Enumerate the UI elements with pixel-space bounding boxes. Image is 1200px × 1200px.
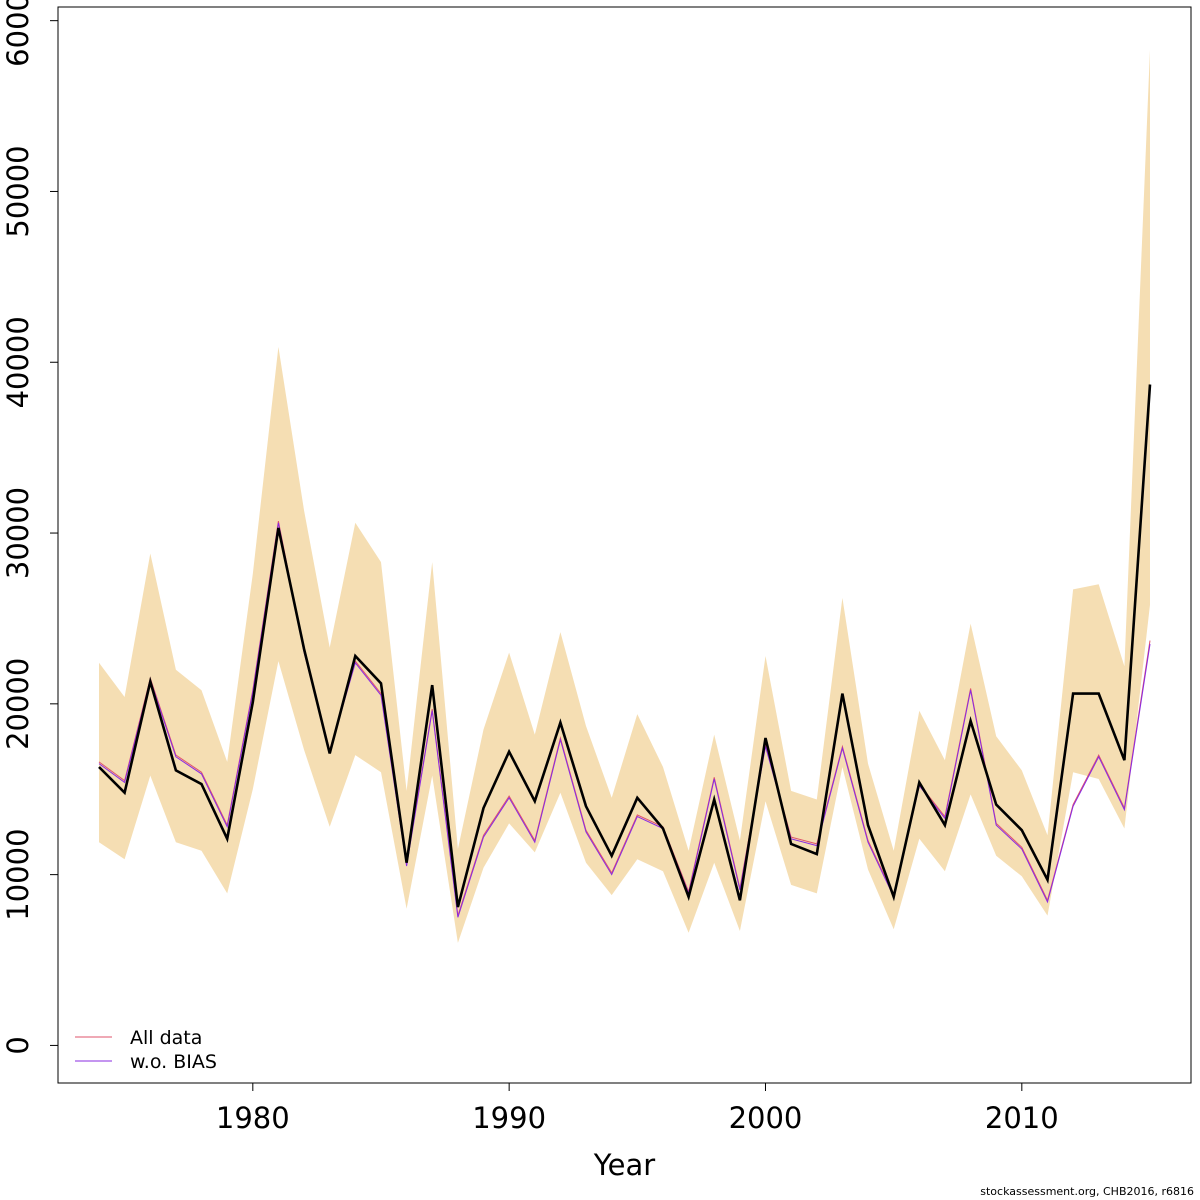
plot-frame [57, 6, 1192, 1084]
y-tick-label: 30000 [1, 487, 35, 579]
legend-label: w.o. BIAS [130, 1051, 217, 1073]
y-tick-label: 0 [1, 1036, 35, 1054]
series-line-estimate [98, 384, 1152, 908]
x-tick-label: 2010 [985, 1101, 1059, 1135]
x-axis-title: Year [593, 1148, 655, 1182]
confidence-band-layer [99, 49, 1150, 943]
y-tick-label: 60000 [1, 0, 35, 67]
y-axis: 0 10000 20000 30000 40000 50000 60000 [1, 0, 58, 1055]
legend-label: All data [130, 1027, 202, 1049]
y-tick-label: 50000 [1, 145, 35, 237]
y-tick-label: 20000 [1, 658, 35, 750]
y-tick-label: 10000 [1, 828, 35, 920]
confidence-band [99, 49, 1150, 943]
footer-credit: stockassessment.org, CHB2016, r6816 [980, 1185, 1194, 1198]
series-layer [98, 384, 1152, 918]
x-tick-label: 1990 [472, 1101, 546, 1135]
x-tick-label: 2000 [729, 1101, 803, 1135]
x-tick-label: 1980 [216, 1101, 290, 1135]
y-tick-label: 40000 [1, 316, 35, 408]
x-axis: 1980 1990 2000 2010 [216, 1083, 1059, 1135]
